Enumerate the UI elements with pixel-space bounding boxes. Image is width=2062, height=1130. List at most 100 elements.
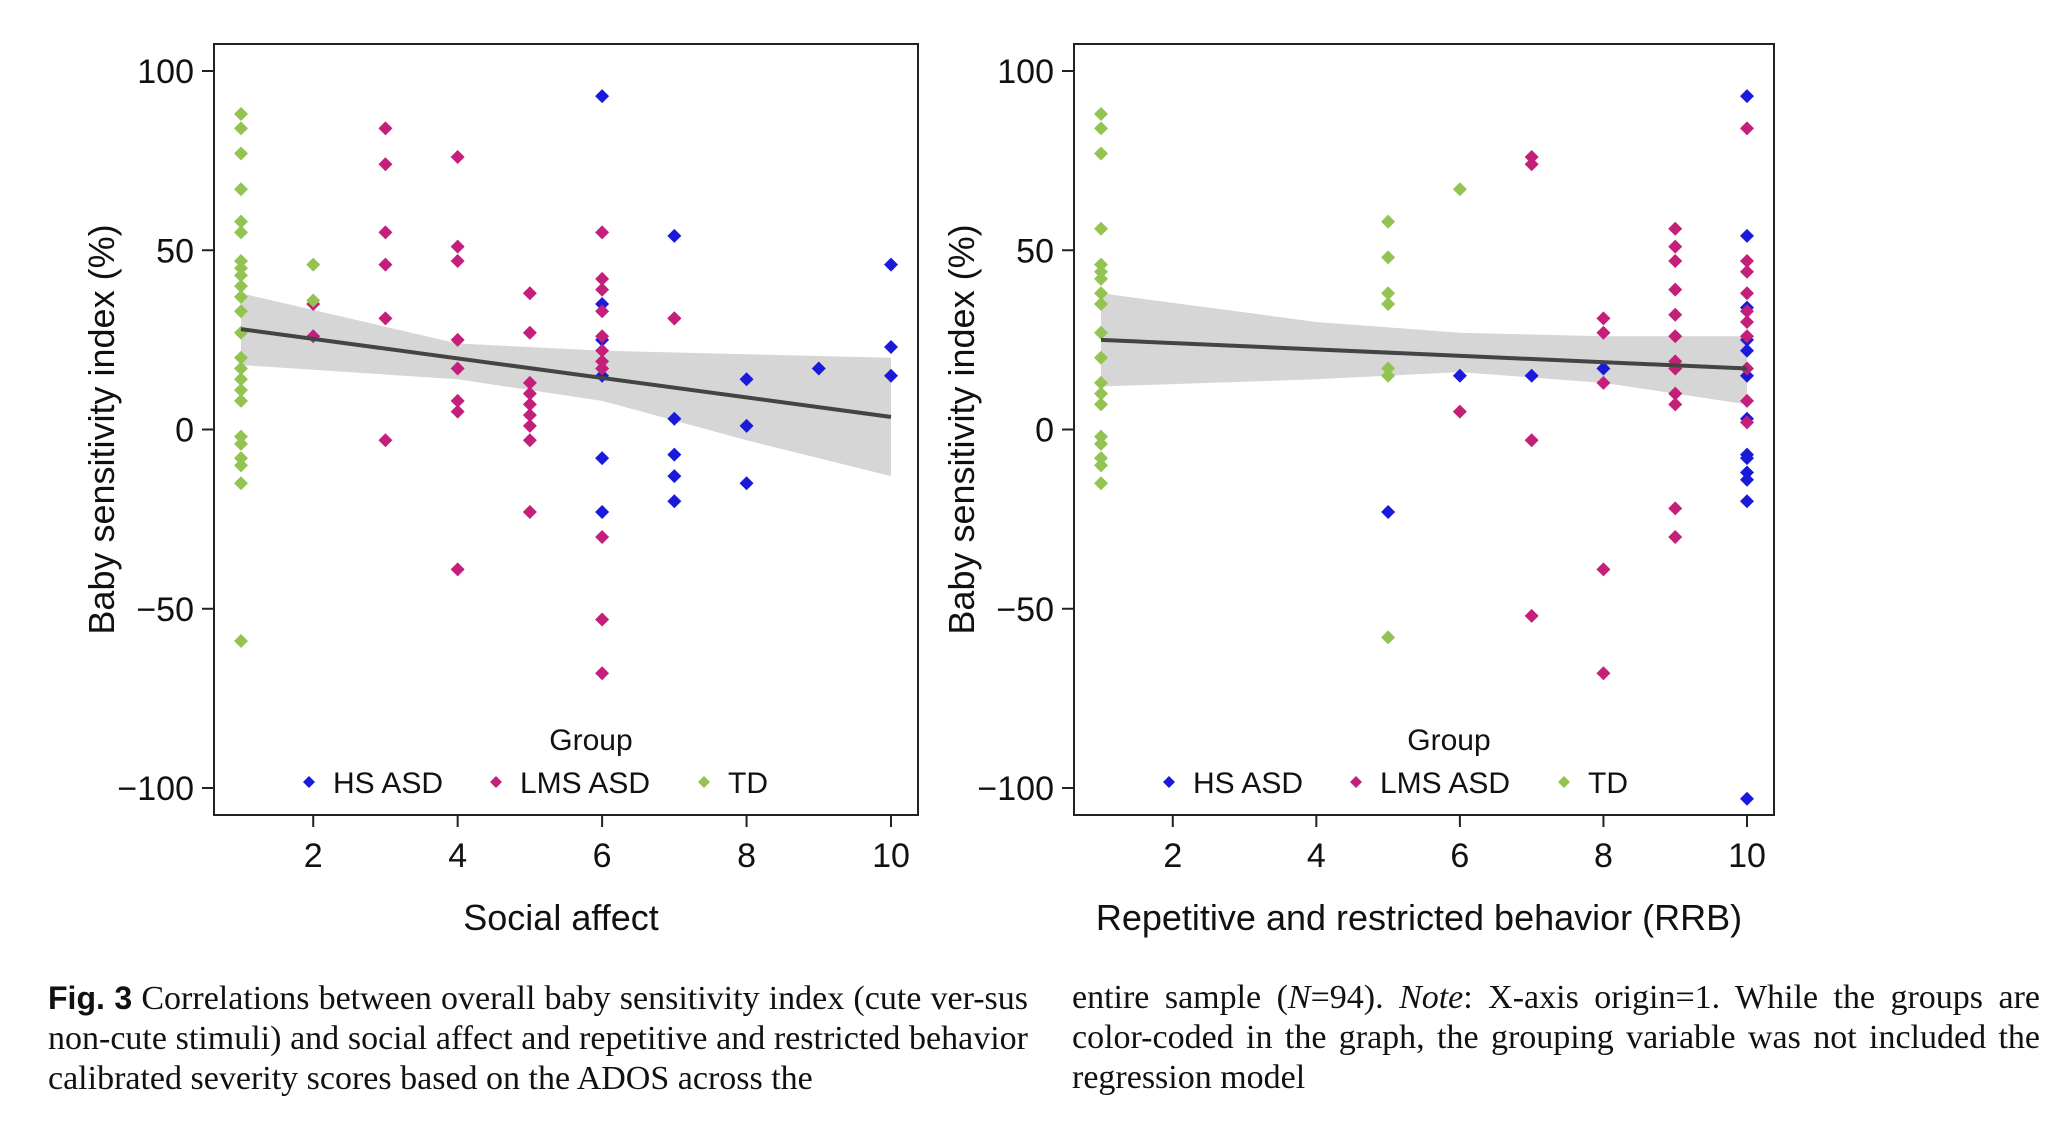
data-point-lms-asd [595,225,610,240]
data-point-hs-asd [595,89,610,104]
y-tick-label: 100 [997,53,1054,91]
data-point-td [234,261,248,276]
data-point-lms-asd [1668,501,1683,516]
data-point-hs-asd [739,476,754,491]
data-point-lms-asd [1668,282,1683,297]
data-point-td [1381,250,1396,265]
data-point-lms-asd [522,433,537,448]
data-point-lms-asd [1740,254,1754,269]
panel-rrb: −100 −50 0 50 100 2 4 6 8 10 Repetitive and restri… [941,43,1775,938]
data-point-lms-asd [378,157,393,172]
data-point-lms-asd [450,404,465,419]
legend-marker-td [1558,776,1570,788]
data-point-td [1094,476,1108,491]
caption-right-n: N [1287,979,1311,1016]
data-point-td [234,361,248,376]
data-point-lms-asd [450,239,465,254]
data-point-td [234,289,248,304]
caption-right-pre: entire sample ( [1072,979,1288,1016]
data-point-lms-asd [1740,415,1754,430]
data-point-lms-asd [522,504,537,519]
data-point-td [234,383,248,398]
data-point-lms-asd [1740,393,1754,408]
series-td [1094,107,1467,645]
data-point-td [1094,325,1108,340]
y-tick-label: 50 [156,232,194,270]
data-point-td [234,476,248,491]
legend-label-hs-asd: HS ASD [1193,767,1303,800]
legend: Group HS ASD LMS ASD TD [1163,724,1628,800]
data-point-td [1381,214,1396,229]
data-point-hs-asd [1740,343,1754,358]
data-point-td [1381,297,1396,312]
data-point-lms-asd [450,361,465,376]
legend-label-td: TD [1588,767,1628,800]
data-point-lms-asd [522,286,537,301]
data-point-lms-asd [1596,562,1611,577]
data-point-td [234,350,248,365]
data-point-lms-asd [1740,314,1754,329]
data-point-hs-asd [739,418,754,433]
data-point-hs-asd [1740,465,1754,480]
caption-right-post: : X-axis origin=1. While the groups are … [1072,979,2040,1096]
data-point-td [234,268,248,283]
x-tick-label: 10 [1728,837,1766,875]
data-point-lms-asd [595,329,610,344]
data-point-lms-asd [1740,304,1754,319]
y-tick-label: 50 [1016,232,1054,270]
legend-label-lms-asd: LMS ASD [1380,767,1510,800]
data-point-lms-asd [1668,239,1683,254]
y-tick-label: −100 [977,770,1054,808]
data-point-lms-asd [522,325,537,340]
data-point-lms-asd [450,254,465,269]
data-point-lms-asd [667,311,682,326]
data-point-hs-asd [667,411,682,426]
data-point-td [1094,121,1108,136]
data-point-lms-asd [1524,150,1539,165]
data-point-td [234,429,248,444]
data-point-lms-asd [595,282,610,297]
data-point-td [234,451,248,466]
data-point-lms-asd [1524,608,1539,623]
data-point-hs-asd [595,504,610,519]
y-tick-label: −100 [117,770,194,808]
legend: Group HS ASD LMS ASD TD [303,724,768,800]
data-point-hs-asd [811,361,826,376]
data-point-td [1452,182,1467,197]
data-point-lms-asd [1740,264,1754,279]
data-point-lms-asd [1668,221,1683,236]
data-point-lms-asd [522,386,537,401]
data-point-td [1094,257,1108,272]
x-tick-label: 10 [872,837,910,875]
x-axis-title: Repetitive and restricted behavior (RRB) [1096,897,1742,938]
data-point-hs-asd [1596,361,1611,376]
data-point-hs-asd [1740,791,1754,806]
data-point-td [234,214,248,229]
y-tick-label: 0 [1035,412,1054,450]
data-point-lms-asd [595,612,610,627]
data-point-hs-asd [595,451,610,466]
data-point-td [1381,368,1396,383]
data-point-td [1094,429,1108,444]
data-point-hs-asd [595,297,610,312]
x-tick-label: 6 [1450,837,1469,875]
data-point-hs-asd [739,372,754,387]
data-point-lms-asd [378,433,393,448]
data-point-td [1094,271,1108,286]
data-point-lms-asd [522,408,537,423]
data-point-lms-asd [1668,397,1683,412]
data-point-td [1094,107,1108,122]
data-point-hs-asd [1740,494,1754,509]
x-tick-label: 4 [1307,837,1326,875]
data-point-hs-asd [1740,228,1754,243]
data-point-td [1094,221,1108,236]
data-point-hs-asd [667,447,682,462]
y-tick-label: 100 [137,53,194,91]
data-point-hs-asd [667,494,682,509]
x-tick-label: 2 [1163,837,1182,875]
data-point-hs-asd [884,340,898,355]
figure-label: Fig. 3 [48,980,133,1016]
data-point-td [1094,264,1108,279]
data-point-lms-asd [522,397,537,412]
legend-title: Group [1407,724,1490,757]
